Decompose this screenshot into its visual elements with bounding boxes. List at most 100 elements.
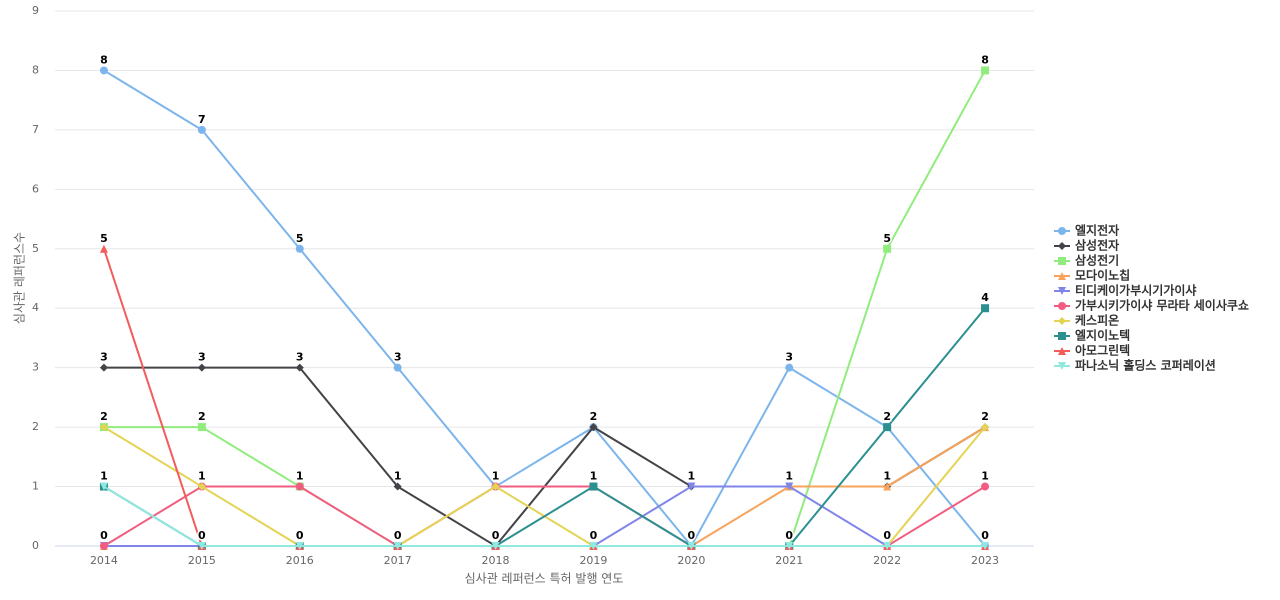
data-label: 1 [492,470,500,483]
data-label: 1 [296,470,304,483]
y-tick-label: 3 [32,361,39,374]
x-tick-label: 2019 [579,554,607,567]
data-label: 2 [883,410,891,423]
x-tick-label: 2015 [188,554,216,567]
x-tick-label: 2018 [482,554,510,567]
data-label: 3 [296,351,304,364]
point [197,482,206,491]
data-label: 8 [981,53,989,66]
y-tick-label: 5 [32,242,39,255]
data-label: 1 [590,470,598,483]
y-tick-label: 7 [32,123,39,136]
point [589,542,598,550]
x-tick-label: 2016 [286,554,314,567]
y-tick-label: 2 [32,420,39,433]
legend-label: 아모그린텍 [1075,343,1130,358]
point [1058,272,1066,280]
point [197,542,206,550]
data-label: 2 [198,410,206,423]
point [1058,347,1066,355]
legend-label: 티디케이가부시기가이샤 [1075,283,1196,298]
data-label: 0 [688,529,696,542]
data-label: 2 [981,410,989,423]
point [1058,242,1066,250]
point [393,363,402,372]
point [99,66,108,75]
point [99,244,108,253]
point [1058,227,1066,235]
point [393,482,402,491]
point [1058,302,1066,310]
data-label: 5 [100,232,108,245]
point [1058,287,1066,295]
legend-label: 엘지전자 [1075,223,1119,238]
series [99,482,990,550]
data-label: 4 [981,291,989,304]
x-tick-label: 2014 [90,554,118,567]
series-line [103,248,986,547]
point [295,482,304,491]
point [785,542,794,550]
point [883,482,892,491]
data-label: 2 [590,410,598,423]
legend-label: 삼성전자 [1075,238,1119,253]
data-label: 0 [100,529,108,542]
legend-label: 파나소닉 홀딩스 코퍼레이션 [1075,358,1216,373]
data-label: 3 [394,351,402,364]
data-label: 2 [100,410,108,423]
data-label: 3 [100,351,108,364]
point [785,482,794,491]
point [1058,317,1066,325]
data-label: 0 [981,529,989,542]
point [99,423,108,432]
point [687,542,696,550]
y-tick-label: 6 [32,182,39,195]
legend-label: 모다이노칩 [1075,268,1130,283]
series-line [103,485,986,547]
point [99,542,108,550]
data-label: 1 [394,470,402,483]
y-tick-label: 4 [32,301,39,314]
y-axis-title: 심사관 레퍼런스수 [13,232,27,324]
y-tick-label: 8 [32,63,39,76]
data-label: 1 [883,470,891,483]
point [1058,257,1066,265]
point [589,482,598,491]
data-label: 1 [785,470,793,483]
data-label: 8 [100,53,108,66]
data-label: 0 [883,529,891,542]
point [785,363,794,372]
data-label: 1 [100,470,108,483]
legend-label: 케스피온 [1075,313,1119,328]
point [197,423,206,432]
point [197,363,206,372]
x-tick-label: 2020 [677,554,705,567]
series [99,244,990,550]
data-label: 0 [492,529,500,542]
point [295,244,304,253]
point [981,66,990,75]
data-label: 3 [198,351,206,364]
data-label: 1 [198,470,206,483]
point [197,125,206,134]
point [295,542,304,550]
point [491,542,500,550]
point [883,542,892,550]
data-label: 3 [785,351,793,364]
point [99,363,108,372]
data-label: 0 [198,529,206,542]
legend-label: 가부시키가이샤 무라타 세이사쿠쇼 [1075,298,1249,313]
y-tick-label: 1 [32,480,39,493]
x-tick-label: 2021 [775,554,803,567]
legend-label: 엘지이노텍 [1075,328,1130,343]
data-label: 0 [296,529,304,542]
x-tick-label: 2023 [971,554,999,567]
x-tick-label: 2017 [384,554,412,567]
point [589,423,598,432]
legend-label: 삼성전기 [1075,253,1119,268]
data-label: 0 [785,529,793,542]
point [883,423,892,432]
point [1058,362,1066,370]
data-label: 1 [981,470,989,483]
